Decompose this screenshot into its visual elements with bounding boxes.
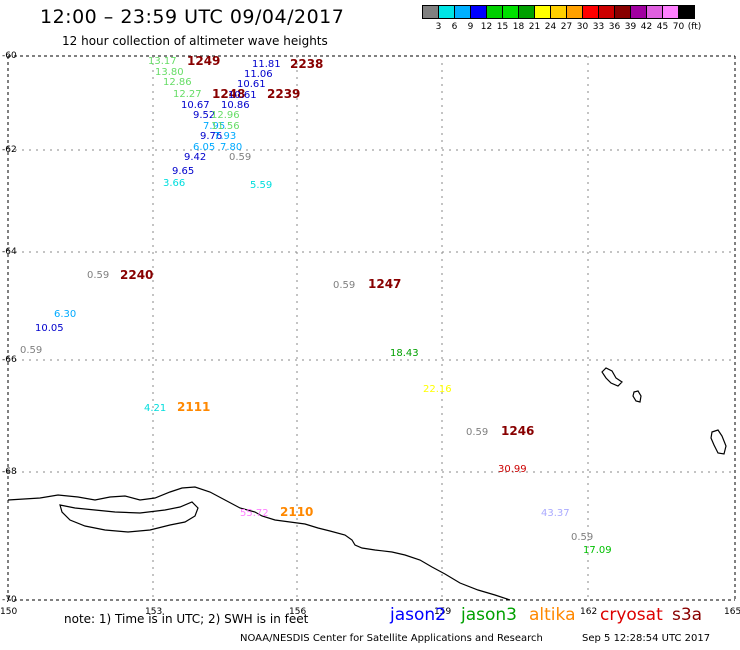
map-title: 12:00 – 23:59 UTC 09/04/2017 xyxy=(40,6,345,28)
footer-credit: NOAA/NESDIS Center for Satellite Applica… xyxy=(240,633,543,644)
scale-label: 21 xyxy=(528,22,541,32)
scale-label: 9 xyxy=(467,22,474,32)
wave-height-label: 11.06 xyxy=(244,69,273,80)
scale-label: 12 xyxy=(480,22,493,32)
scale-label: 42 xyxy=(640,22,653,32)
time-label: 1249 xyxy=(187,54,220,68)
legend-jason2: jason2 xyxy=(390,605,446,625)
wave-height-label: 9.42 xyxy=(184,152,206,163)
lon-label: 159 xyxy=(434,607,451,617)
lat-label: -68 xyxy=(2,467,17,477)
observations: 13.17 1249 11.81 2238 13.80 11.06 12.86 … xyxy=(20,54,612,556)
legend-s3a: s3a xyxy=(672,605,703,625)
wave-height-label: 30.99 xyxy=(498,464,527,475)
scale-label: 3 xyxy=(435,22,442,32)
wave-height-label: 10.61 xyxy=(237,79,266,90)
wave-height-label: 9.52 xyxy=(193,110,215,121)
map-frame xyxy=(7,55,736,601)
legend-altika: altika xyxy=(529,605,576,625)
wave-height-label: 0.59 xyxy=(333,280,355,291)
lat-label: -66 xyxy=(2,355,17,365)
lat-label: -70 xyxy=(2,595,17,605)
time-label: 2240 xyxy=(120,268,153,282)
scale-label: 18 xyxy=(512,22,525,32)
scale-label: (ft) xyxy=(687,22,702,32)
wave-height-label: 5.59 xyxy=(250,180,272,191)
scale-label: 45 xyxy=(656,22,669,32)
wave-height-label: 0.59 xyxy=(229,152,251,163)
wave-height-label: 55.72 xyxy=(240,508,269,519)
lon-axis-labels: 150 153 156 159 162 165 xyxy=(0,607,740,617)
color-scale-labels: 3 6 9 12 15 18 21 24 27 30 33 36 39 42 45 70 (ft) xyxy=(422,22,740,34)
lon-label: 156 xyxy=(289,607,306,617)
scale-label: 6 xyxy=(451,22,458,32)
scale-label: 36 xyxy=(608,22,621,32)
wave-height-label: 12.86 xyxy=(163,77,192,88)
wave-height-label: 11.56 xyxy=(211,121,240,132)
wave-height-label: 13.80 xyxy=(155,67,184,78)
wave-height-label: 7.93 xyxy=(214,131,236,142)
time-label: 2110 xyxy=(280,505,313,519)
wave-height-label: 17.09 xyxy=(583,545,612,556)
scale-label: 39 xyxy=(624,22,637,32)
wave-height-label: 18.43 xyxy=(390,348,419,359)
color-scale xyxy=(422,5,695,21)
wave-height-label: 10.86 xyxy=(221,100,250,111)
lat-axis-labels: -60 -62 -64 -66 -68 -70 xyxy=(2,51,17,605)
wave-height-label: 43.37 xyxy=(541,508,570,519)
scale-label: 27 xyxy=(560,22,573,32)
wave-height-label: 9.76 xyxy=(200,131,222,142)
wave-height-label: 0.59 xyxy=(20,345,42,356)
time-label: 2111 xyxy=(177,400,210,414)
wave-height-label: 3.66 xyxy=(163,178,185,189)
scale-label: 30 xyxy=(576,22,589,32)
wave-height-label: 9.65 xyxy=(172,166,194,177)
legend-cryosat: cryosat xyxy=(600,605,663,625)
footer-timestamp: Sep 5 12:28:54 UTC 2017 xyxy=(582,633,711,644)
wave-height-label: 12.96 xyxy=(211,110,240,121)
lon-label: 150 xyxy=(0,607,17,617)
lon-label: 165 xyxy=(724,607,740,617)
wave-height-label: 6.30 xyxy=(54,309,76,320)
note-text: note: 1) Time is in UTC; 2) SWH is in fe… xyxy=(64,612,309,626)
legend-jason3: jason3 xyxy=(461,605,517,625)
wave-height-label: 10.61 xyxy=(228,90,257,101)
time-label: 1247 xyxy=(368,277,401,291)
map-subtitle: 12 hour collection of altimeter wave hei… xyxy=(62,34,328,48)
wave-height-label: 7.80 xyxy=(220,142,242,153)
wave-height-label: 0.59 xyxy=(466,427,488,438)
wave-height-label: 0.59 xyxy=(87,270,109,281)
lat-label: -64 xyxy=(2,247,17,257)
wave-height-label: 22.16 xyxy=(423,384,452,395)
scale-label: 24 xyxy=(544,22,557,32)
time-label: 1246 xyxy=(501,424,534,438)
scale-label: 33 xyxy=(592,22,605,32)
lon-label: 162 xyxy=(580,607,597,617)
coastline xyxy=(7,367,727,601)
wave-height-label: 12.27 xyxy=(173,89,202,100)
scale-label: 15 xyxy=(496,22,509,32)
lat-label: -60 xyxy=(2,51,17,61)
wave-height-label: 4.21 xyxy=(144,403,166,414)
wave-height-label: 0.59 xyxy=(571,532,593,543)
wave-height-label: 7.95 xyxy=(203,121,225,132)
time-label: 2238 xyxy=(290,57,323,71)
scale-swatch xyxy=(678,5,695,19)
scale-label: 70 xyxy=(672,22,685,32)
wave-height-label: 13.17 xyxy=(148,56,177,67)
wave-height-label: 11.81 xyxy=(252,59,281,70)
time-label: 2239 xyxy=(267,87,300,101)
wave-height-label: 10.05 xyxy=(35,323,64,334)
wave-height-label: 6.05 xyxy=(193,142,215,153)
time-label: 1248 xyxy=(212,87,245,101)
lat-label: -62 xyxy=(2,145,17,155)
lon-label: 153 xyxy=(145,607,162,617)
wave-height-label: 10.67 xyxy=(181,100,210,111)
